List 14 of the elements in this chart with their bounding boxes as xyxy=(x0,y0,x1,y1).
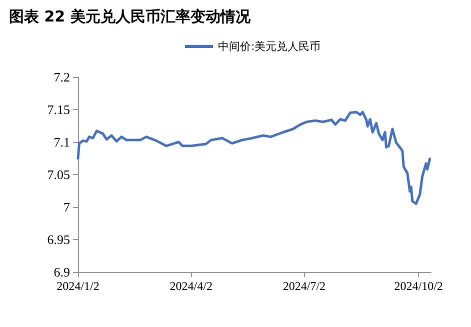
x-tick-label: 2024/1/2 xyxy=(56,279,100,293)
line-series xyxy=(76,110,432,205)
y-tick-label: 6.95 xyxy=(47,232,70,247)
x-tick-label: 2024/4/2 xyxy=(170,279,212,293)
y-tick-label: 7 xyxy=(64,200,70,214)
y-tick-label: 7.05 xyxy=(47,167,70,182)
x-tick-label: 2024/10/2 xyxy=(394,279,443,293)
y-tick-label: 7.15 xyxy=(47,102,70,117)
x-tick-label: 2024/7/2 xyxy=(282,279,326,293)
y-tick-label: 7.1 xyxy=(54,134,70,150)
chart-title: 图表 22 美元兑人民币汇率变动情况 xyxy=(9,8,252,26)
y-tick-label: 7.2 xyxy=(54,70,70,84)
y-tick-label: 6.9 xyxy=(54,264,70,280)
legend-label: 中间价:美元兑人民币 xyxy=(218,40,321,53)
